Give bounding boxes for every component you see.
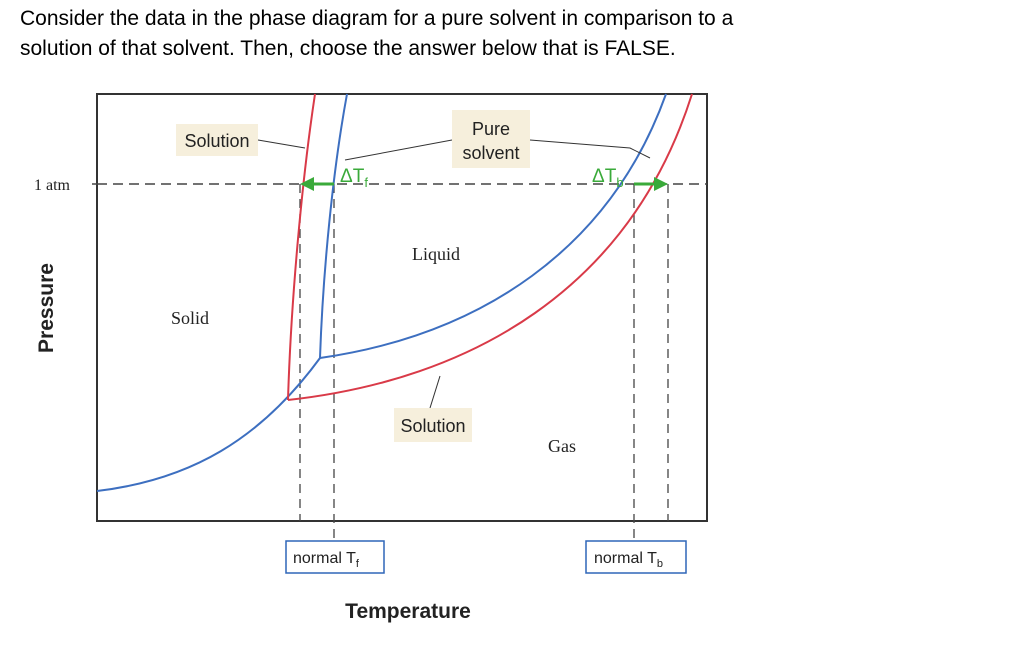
question-line-1: Consider the data in the phase diagram f… [20,7,734,30]
one-atm-label: 1 atm [34,177,71,194]
solution-top-leader [257,139,306,149]
delta-tf-label: ΔTf [340,166,368,190]
solid-region-label: Solid [171,308,209,328]
solution-vaporization-curve [287,93,693,401]
normal-tf-box [285,540,385,574]
normal-tb-label: normal Tb [594,550,663,570]
x-axis-label: Temperature [345,600,471,623]
solution-bottom-leader [429,375,441,409]
pure-solvent-leader-right [529,139,651,159]
y-axis-label: Pressure [35,263,58,353]
solution-top-callout: Solution [184,131,249,151]
pure-fusion-curve [319,93,348,359]
question-line-2: solution of that solvent. Then, choose t… [20,37,676,60]
pure-solvent-callout-box [452,110,530,168]
gas-region-label: Gas [548,436,576,456]
solution-top-callout-box [176,124,258,156]
normal-tb-box [585,540,687,574]
plot-frame [96,93,708,522]
pure-solvent-leader [344,139,453,161]
solution-fusion-curve [287,93,316,401]
delta-tb-arrowhead [654,177,668,191]
pure-vaporization-curve [319,93,667,359]
solution-bottom-callout-box [394,408,472,442]
pure-solvent-callout-line1: Pure [472,119,510,139]
liquid-region-label: Liquid [412,244,460,264]
normal-tf-label: normal Tf [293,550,360,570]
pure-sublimation-curve [96,357,321,492]
delta-tf-arrowhead [300,177,314,191]
solution-bottom-callout: Solution [400,416,465,436]
delta-tb-label: ΔTb [592,166,624,190]
question-text: Consider the data in the phase diagram f… [20,4,1010,64]
pure-solvent-callout-line2: solvent [462,143,519,163]
